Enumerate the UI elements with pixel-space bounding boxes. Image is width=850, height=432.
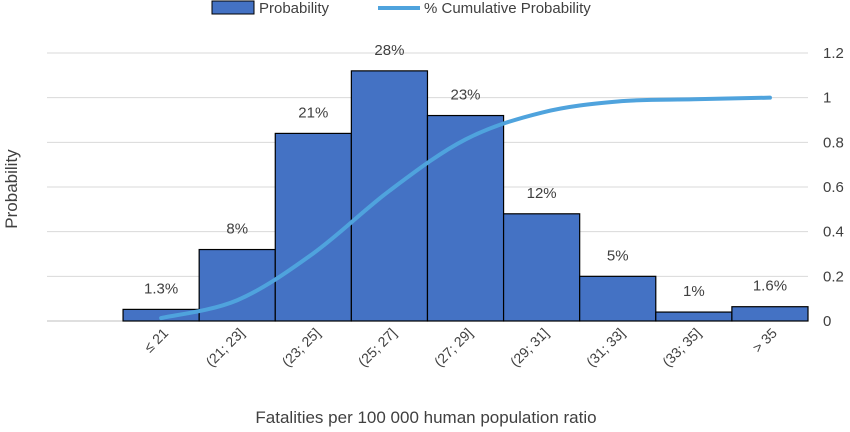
y-axis-ticks: 0 0.2 0.4 0.6 0.8 1 1.2	[823, 45, 844, 330]
bars	[122, 70, 809, 322]
y-tick-label: 1.2	[823, 45, 844, 62]
bar-data-label: 1.6%	[753, 278, 787, 295]
x-tick-label: > 35	[749, 325, 780, 356]
y-axis-title: Probability	[2, 149, 21, 229]
x-axis-title: Fatalities per 100 000 human population …	[255, 408, 596, 427]
y-tick-label: 1	[823, 90, 831, 107]
y-tick-label: 0.8	[823, 134, 844, 151]
bar-data-label: 23%	[451, 87, 481, 104]
x-tick-label: (31; 33]	[583, 325, 628, 370]
cumulative-line-layer	[159, 95, 772, 321]
bar-data-label: 8%	[226, 221, 248, 238]
bar-data-label: 21%	[298, 104, 328, 121]
bar	[350, 70, 429, 322]
bar-data-label: 12%	[527, 185, 557, 202]
x-tick-label: ≤ 21	[141, 325, 172, 356]
x-axis-ticks: ≤ 21 (21; 23] (23; 25] (25; 27] (27; 29] (29;…	[141, 325, 781, 370]
y-tick-label: 0.4	[823, 224, 844, 241]
x-tick-label: (29; 31]	[507, 325, 552, 370]
bar	[274, 132, 352, 322]
bar	[655, 311, 733, 322]
legend-label-cumulative: % Cumulative Probability	[424, 0, 591, 17]
bar	[579, 275, 657, 322]
bar-data-label: 1%	[683, 283, 705, 300]
cumulative-probability-line	[159, 95, 772, 321]
y-tick-label: 0.6	[823, 179, 844, 196]
bar-data-label: 28%	[374, 42, 404, 59]
bar	[502, 213, 581, 322]
y-tick-label: 0.2	[823, 268, 844, 285]
x-tick-label: (27; 29]	[431, 325, 476, 370]
x-tick-label: (33; 35]	[659, 325, 704, 370]
y-tick-label: 0	[823, 313, 831, 330]
bar	[731, 306, 809, 322]
x-tick-label: (21; 23]	[202, 325, 247, 370]
x-tick-label: (25; 27]	[355, 325, 400, 370]
bar	[426, 114, 505, 322]
bar-data-label: 1.3%	[144, 280, 178, 297]
bar-data-label: 5%	[607, 247, 629, 264]
legend: Probability % Cumulative Probability	[211, 0, 591, 17]
x-tick-label: (23; 25]	[279, 325, 324, 370]
legend-swatch-probability	[211, 0, 255, 15]
data-labels: 1.3% 8% 21% 28% 23% 12% 5% 1% 1.6%	[144, 42, 787, 300]
legend-label-probability: Probability	[259, 0, 330, 17]
